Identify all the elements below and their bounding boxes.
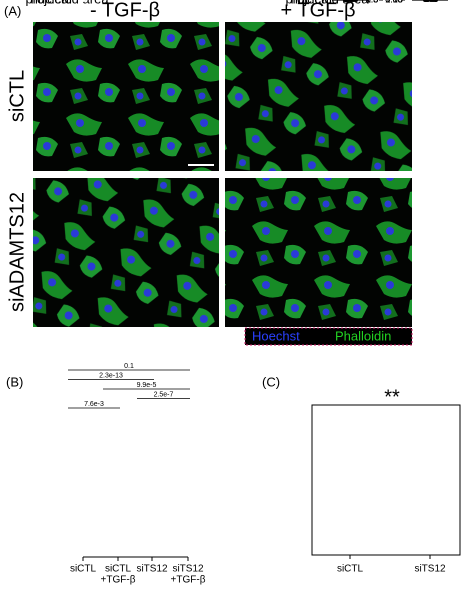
median-dot bbox=[116, 0, 120, 2]
point bbox=[429, 0, 433, 2]
panel-label: (C) bbox=[262, 374, 280, 389]
x-tick-label: siCTL bbox=[70, 564, 97, 575]
legend-label: Phalloidin bbox=[335, 328, 391, 343]
y-tick-label: 1.10 bbox=[385, 0, 403, 4]
row-header: siADAMTS12 bbox=[6, 192, 28, 312]
plot-frame bbox=[311, 404, 461, 556]
y-axis-label: nuclear bbox=[291, 0, 334, 6]
p-value: 9.9e-5 bbox=[137, 382, 157, 389]
y-tick-label: 1.00 bbox=[385, 0, 403, 4]
y-tick-label: 1.0 bbox=[366, 0, 379, 4]
column-header: - TGF-β bbox=[90, 0, 160, 21]
x-tick-label: siCTL bbox=[105, 564, 132, 575]
y-axis-label: projected area bbox=[285, 0, 369, 6]
y-tick-label: 2.0 bbox=[366, 0, 379, 4]
y-tick-label: 0.5 bbox=[366, 0, 379, 4]
x-tick-label: siTS12 bbox=[136, 564, 168, 575]
row-header: siCTL bbox=[6, 70, 28, 122]
point bbox=[434, 0, 438, 2]
micrograph bbox=[33, 22, 219, 171]
legend-label: Hoechst bbox=[252, 328, 300, 343]
median-dot bbox=[150, 0, 154, 2]
y-tick-label: 0.90 bbox=[385, 0, 403, 4]
x-tick-label: siTS12 bbox=[414, 564, 446, 575]
p-value: 2.3e-13 bbox=[99, 372, 123, 379]
y-tick-label: 2.5 bbox=[366, 0, 379, 4]
panel-label: (A) bbox=[4, 3, 21, 18]
micrograph bbox=[225, 178, 412, 327]
y-axis-label: nuclear bbox=[31, 0, 74, 6]
panel-label: (B) bbox=[6, 374, 23, 389]
y-axis-label: projected area bbox=[25, 0, 109, 6]
median-dot bbox=[81, 0, 85, 2]
y-tick-label: 1.5 bbox=[366, 0, 379, 4]
point bbox=[354, 0, 358, 2]
median-dot bbox=[186, 0, 190, 2]
x-tick-label: +TGF-β bbox=[101, 575, 136, 586]
point bbox=[345, 0, 349, 2]
y-tick-label: 0.95 bbox=[385, 0, 403, 4]
x-tick-label: siCTL bbox=[337, 564, 364, 575]
micrograph bbox=[225, 22, 412, 171]
y-tick-label: 0.85 bbox=[385, 0, 403, 4]
x-tick-label: +TGF-β bbox=[171, 575, 206, 586]
point bbox=[349, 0, 353, 2]
p-value: 0.1 bbox=[124, 363, 134, 370]
annotation: ** bbox=[384, 386, 400, 408]
y-tick-label: 3.0 bbox=[366, 0, 379, 4]
point bbox=[425, 0, 429, 2]
micrograph bbox=[33, 178, 219, 327]
column-header: + TGF-β bbox=[280, 0, 355, 21]
p-value: 2.5e-7 bbox=[154, 391, 174, 398]
y-tick-label: 1.05 bbox=[385, 0, 403, 4]
legend-box bbox=[244, 327, 413, 346]
x-tick-label: siTS12 bbox=[172, 564, 204, 575]
p-value: 7.6e-3 bbox=[84, 401, 104, 408]
